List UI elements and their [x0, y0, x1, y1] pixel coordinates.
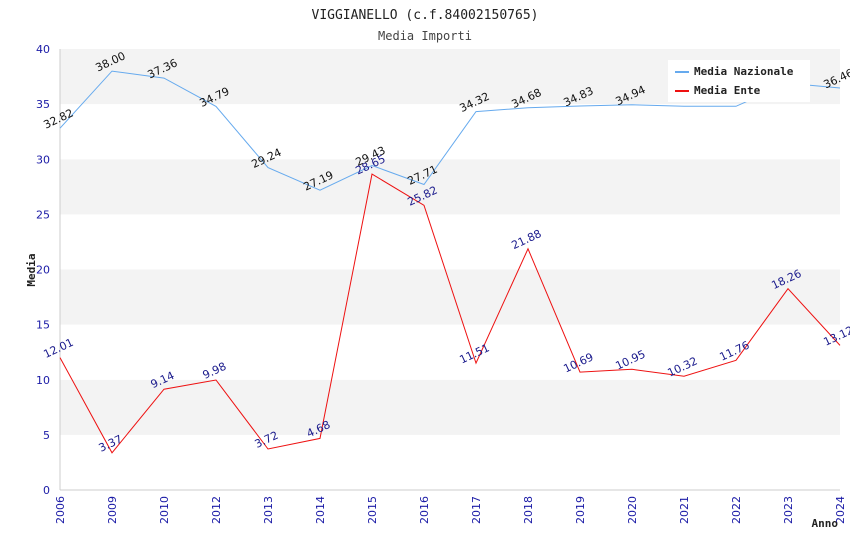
series-line-media-ente: [59, 173, 841, 454]
y-tick-label: 30: [36, 153, 50, 166]
x-tick-label: 2018: [522, 496, 535, 524]
y-tick-label: 0: [43, 484, 50, 497]
grid-band: [60, 324, 840, 380]
x-tick-label: 2015: [366, 496, 379, 524]
y-tick-label: 35: [36, 98, 50, 111]
grid-band: [60, 104, 840, 160]
x-tick-label: 2024: [834, 496, 847, 524]
axes: [59, 49, 840, 491]
x-tick-label: 2017: [470, 496, 483, 524]
x-tick-label: 2021: [678, 496, 691, 524]
y-tick-label: 20: [36, 264, 50, 277]
legend-box: [668, 60, 810, 102]
x-tick-label: 2023: [782, 496, 795, 524]
x-tick-label: 2014: [314, 496, 327, 524]
legend-label-media-nazionale: Media Nazionale: [694, 65, 794, 78]
series-group: [59, 70, 841, 454]
grid-band: [60, 379, 840, 435]
grid-band: [60, 159, 840, 215]
y-axis-ticks: 0 5 10 15 20 25 30 35 40: [36, 43, 50, 497]
series-line-media-nazionale: [59, 70, 841, 191]
chart-title: VIGGIANELLO (c.f.84002150765): [312, 8, 539, 23]
x-tick-label: 2016: [418, 496, 431, 524]
x-tick-label: 2020: [626, 496, 639, 524]
x-tick-label: 2010: [158, 496, 171, 524]
chart-subtitle: Media Importi: [378, 29, 472, 43]
y-tick-label: 5: [43, 429, 50, 442]
x-tick-label: 2013: [262, 496, 275, 524]
legend-label-media-ente: Media Ente: [694, 84, 761, 97]
y-axis-label: Media: [25, 253, 38, 286]
x-tick-label: 2019: [574, 496, 587, 524]
x-tick-label: 2022: [730, 496, 743, 524]
x-tick-label: 2009: [106, 496, 119, 524]
y-tick-label: 40: [36, 43, 50, 56]
grid-band: [60, 434, 840, 490]
grid-band: [60, 214, 840, 270]
x-axis-label: Anno: [812, 517, 839, 530]
x-tick-label: 2012: [210, 496, 223, 524]
y-tick-label: 10: [36, 374, 50, 387]
grid-band: [60, 269, 840, 325]
y-tick-label: 25: [36, 208, 50, 221]
x-tick-label: 2006: [54, 496, 67, 524]
grid-bands: [60, 49, 840, 490]
y-tick-label: 15: [36, 319, 50, 332]
x-axis-ticks: 2006 2009 2010 2012 2013 2014 2015 2016 2017 2018…: [54, 496, 847, 524]
legend: Media Nazionale Media Ente: [668, 60, 810, 102]
